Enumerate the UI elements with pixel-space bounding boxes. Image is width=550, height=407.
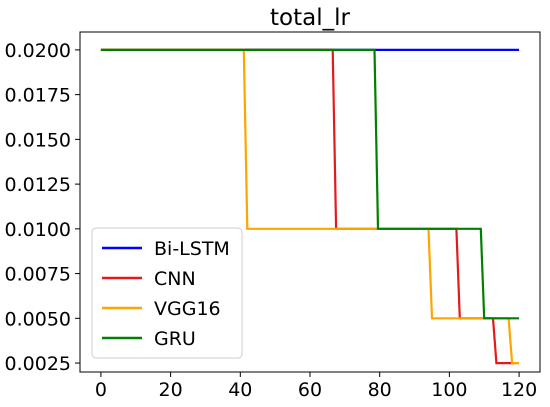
legend-label: VGG16 [154,298,221,320]
y-axis: 0.0025 0.0050 0.0075 0.0100 0.0125 0.0150 0.01… [5,40,80,375]
y-tick-label: 0.0175 [5,85,71,107]
x-tick-label: 100 [431,379,467,401]
legend-box [91,227,243,359]
x-tick-label: 0 [95,379,107,401]
series-line-gru [100,48,520,320]
y-tick-label: 0.0125 [5,174,71,196]
y-tick-label: 0.0100 [5,219,71,241]
y-tick-label: 0.0150 [5,129,71,151]
y-tick-label: 0.0075 [5,264,71,286]
x-axis: 0 20 40 60 80 100 120 [95,372,537,401]
y-tick-label: 0.0050 [5,308,71,330]
x-tick-label: 20 [159,379,183,401]
y-tick-label: 0.0025 [5,353,71,375]
series-line-vgg16 [100,48,520,365]
x-tick-label: 120 [501,379,537,401]
y-tick-label: 0.0200 [5,40,71,62]
legend-label: CNN [154,268,196,290]
series-layer [100,48,520,365]
x-tick-label: 60 [298,379,322,401]
legend: Bi-LSTM CNN VGG16 GRU [91,227,243,359]
legend-label: GRU [154,328,196,350]
legend-label: Bi-LSTM [154,238,230,260]
x-tick-label: 40 [228,379,252,401]
chart-title: total_lr [270,5,350,31]
series-line-cnn [100,48,516,365]
x-tick-label: 80 [368,379,392,401]
